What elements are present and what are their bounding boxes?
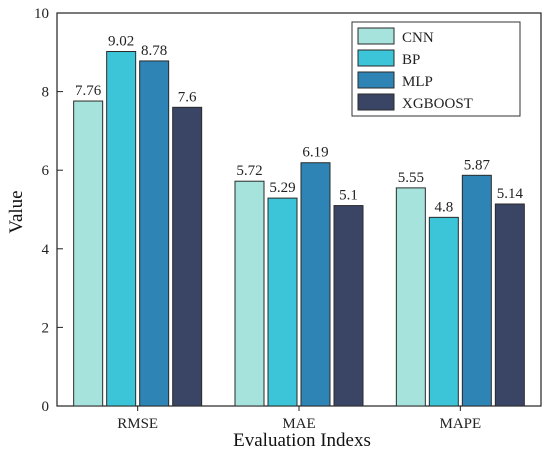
bar-mlp-mae	[300, 162, 331, 407]
data-label: 6.19	[302, 145, 328, 161]
bar-mlp-rmse	[139, 60, 170, 407]
legend-label: MLP	[402, 74, 433, 90]
data-label: 4.8	[434, 199, 453, 215]
bar-bp-mape	[428, 216, 459, 407]
data-label: 8.78	[141, 43, 167, 59]
legend: CNN BP MLP XGBOOST	[351, 21, 521, 117]
y-tick-label: 4	[42, 242, 50, 258]
data-label: 7.76	[75, 83, 102, 99]
y-tick-label: 10	[34, 6, 49, 22]
legend-swatch-mlp	[357, 71, 395, 89]
legend-label: CNN	[402, 30, 434, 46]
data-label: 5.55	[398, 170, 424, 186]
y-axis-title: Value	[6, 190, 27, 233]
plot-area: 0 2 4 6 8 10 7.76 9.02 8.78 7.6 RMSE 5.72 5.29 6.19 5.…	[34, 6, 542, 432]
y-tick-label: 2	[42, 320, 50, 336]
y-tick-label: 8	[42, 85, 50, 101]
bar-cnn-mae	[234, 180, 265, 407]
x-tick-label: MAE	[282, 416, 315, 432]
x-tick-label: RMSE	[117, 416, 158, 432]
x-axis-title: Evaluation Indexs	[233, 430, 371, 451]
x-tick-label: MAPE	[439, 416, 481, 432]
legend-label: XGBOOST	[402, 96, 473, 112]
legend-swatch-bp	[357, 49, 395, 67]
data-label: 5.1	[339, 188, 358, 204]
data-label: 7.6	[178, 89, 197, 105]
bar-xgboost-mape	[494, 203, 525, 407]
data-label: 5.14	[497, 186, 524, 202]
y-tick-label: 0	[42, 399, 50, 415]
data-label: 5.72	[236, 163, 262, 179]
bar-xgboost-mae	[333, 205, 364, 407]
legend-swatch-xgboost	[357, 93, 395, 111]
bar-mlp-mape	[461, 174, 492, 407]
data-label: 9.02	[108, 34, 134, 50]
data-label: 5.29	[269, 180, 295, 196]
legend-swatch-cnn	[357, 27, 395, 45]
bar-xgboost-rmse	[172, 106, 203, 407]
y-tick-label: 6	[42, 163, 50, 179]
data-label: 5.87	[464, 157, 491, 173]
bar-cnn-rmse	[73, 100, 104, 407]
legend-label: BP	[402, 52, 420, 68]
bar-bp-mae	[267, 197, 298, 407]
bar-bp-rmse	[106, 51, 137, 407]
bar-cnn-mape	[395, 187, 426, 407]
